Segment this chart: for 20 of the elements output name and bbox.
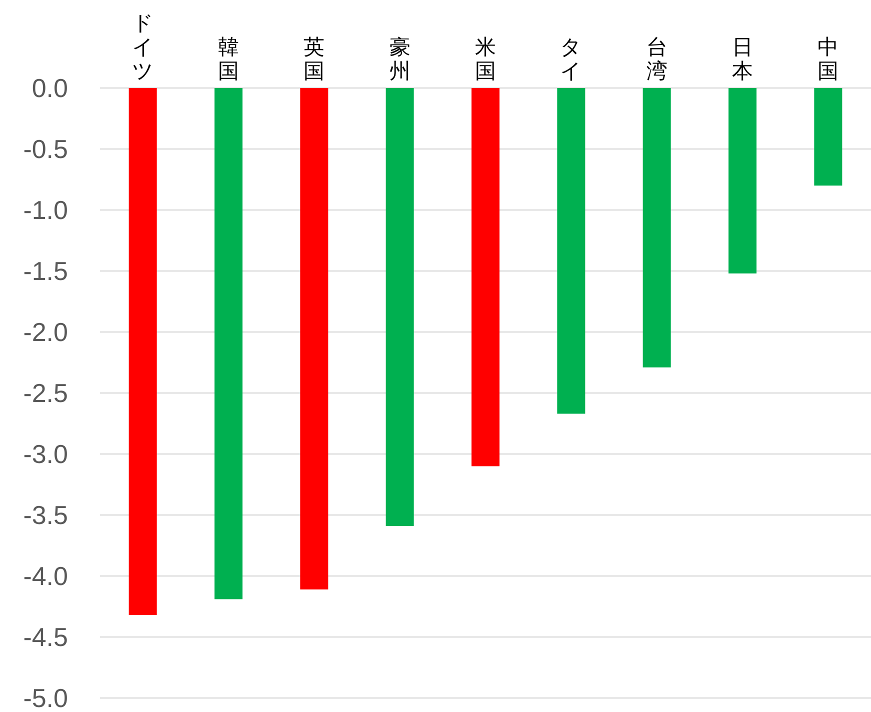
y-tick-label: -0.5	[23, 134, 68, 164]
x-tick-label: 中国	[818, 35, 839, 83]
x-tick-label: 豪州	[389, 35, 410, 83]
x-tick-label: 台湾	[646, 35, 668, 83]
y-tick-label: -2.0	[23, 317, 68, 347]
y-tick-label: -3.0	[23, 439, 68, 469]
x-tick-label: タイ	[560, 35, 582, 83]
x-tick-label: ドイツ	[132, 11, 154, 83]
y-tick-label: -4.5	[23, 622, 68, 652]
y-tick-label: -1.5	[23, 256, 68, 286]
y-tick-label: -1.0	[23, 195, 68, 225]
x-tick-label: 米国	[475, 35, 496, 83]
y-tick-label: -2.5	[23, 378, 68, 408]
y-tick-label: 0.0	[32, 73, 68, 103]
x-tick-label: 日本	[732, 35, 753, 83]
y-tick-label: -5.0	[23, 683, 68, 712]
y-tick-label: -4.0	[23, 561, 68, 591]
y-tick-label: -3.5	[23, 500, 68, 530]
x-tick-label: 韓国	[218, 35, 239, 83]
x-tick-label: 英国	[304, 35, 325, 83]
